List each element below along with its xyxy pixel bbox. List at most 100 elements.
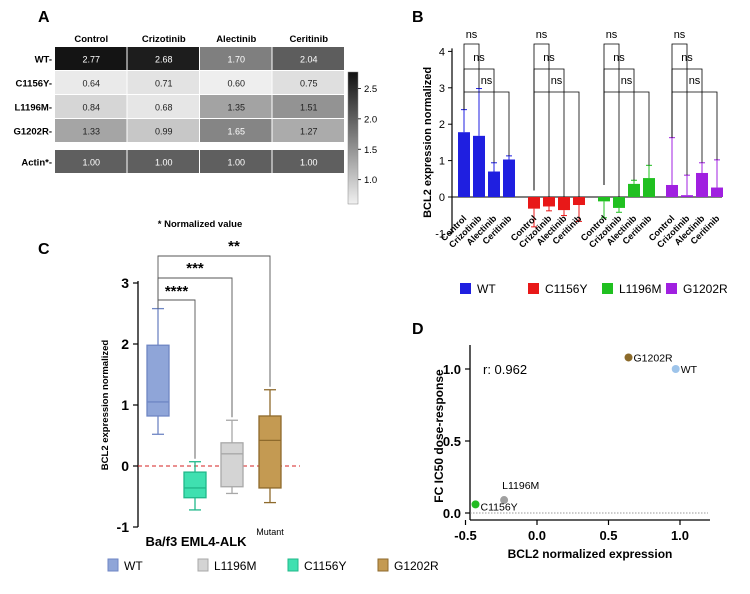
bar — [473, 135, 485, 197]
significance-label: **** — [165, 283, 189, 300]
heatmap-cell — [272, 119, 344, 142]
scatter-point — [624, 353, 633, 362]
legend-swatch — [107, 558, 119, 572]
bar — [613, 197, 625, 208]
heatmap-cell — [55, 47, 127, 70]
heatmap-value-label: 1.35 — [227, 103, 245, 113]
heatmap-value-label: 0.60 — [227, 79, 245, 89]
y-axis-title: BCL2 expression normalized — [422, 67, 434, 218]
heatmap-cell — [272, 150, 344, 173]
legend-swatch — [528, 283, 539, 294]
heatmap-cell — [272, 71, 344, 94]
legend-label: L1196M — [214, 559, 256, 573]
bar — [488, 171, 500, 197]
heatmap-value-label: 1.00 — [82, 158, 100, 168]
heatmap-value-label: 1.65 — [227, 127, 245, 137]
x-tick-label: 0.0 — [528, 528, 546, 543]
heatmap-row-label: Actin*- — [21, 158, 52, 169]
scatter-point-label: G1202R — [634, 352, 674, 364]
significance-label: ns — [543, 52, 555, 64]
y-tick-label: 1.0 — [443, 362, 461, 377]
significance-label: *** — [186, 260, 204, 277]
heatmap-value-label: 1.27 — [300, 127, 318, 137]
bar — [643, 178, 655, 197]
box — [183, 471, 207, 499]
bar — [558, 197, 570, 211]
y-tick-label: 3 — [439, 83, 445, 95]
heatmap-value-label: 2.68 — [155, 55, 173, 65]
legend-swatch — [602, 283, 613, 294]
heatmap-column-label: Crizotinib — [142, 34, 186, 45]
heatmap-cell — [127, 47, 199, 70]
heatmap-value-label: 1.00 — [155, 158, 173, 168]
y-tick-label: 0 — [439, 192, 445, 204]
panel-label-d: D — [412, 321, 424, 338]
bar — [528, 197, 540, 209]
significance-label: ns — [613, 52, 625, 64]
colorbar-tick-label: 2.5 — [364, 84, 377, 95]
bar — [681, 195, 693, 197]
significance-label: ns — [689, 75, 701, 87]
significance-bracket — [463, 91, 510, 156]
heatmap-cell — [127, 150, 199, 173]
box — [146, 344, 170, 417]
colorbar — [347, 71, 359, 205]
scatter-point-label: WT — [681, 364, 698, 376]
heatmap-cell — [127, 119, 199, 142]
heatmap-value-label: 0.64 — [82, 79, 100, 89]
scatter-point — [671, 365, 680, 373]
heatmap-value-label: 1.70 — [227, 55, 245, 65]
heatmap-cell — [200, 71, 272, 94]
heatmap-value-label: 2.04 — [300, 55, 318, 65]
heatmap-value-label: 0.75 — [300, 79, 318, 89]
y-tick-label: 2 — [439, 119, 445, 131]
legend-label: WT — [477, 282, 496, 296]
box — [258, 415, 282, 489]
bar — [543, 197, 555, 207]
heatmap-row-label: G1202R- — [13, 127, 52, 138]
legend-swatch — [287, 558, 299, 572]
heatmap-cell — [272, 95, 344, 118]
bar — [598, 197, 610, 202]
heatmap-cell — [55, 119, 127, 142]
heatmap-value-label: 0.68 — [155, 103, 173, 113]
colorbar-tick-label: 1.5 — [364, 145, 377, 156]
x-axis-title: Ba/f3 EML4-ALK — [145, 534, 247, 549]
y-tick-label: -1 — [117, 519, 130, 535]
x-tick-label: 0.5 — [599, 528, 617, 543]
heatmap-column-label: Control — [74, 34, 108, 45]
heatmap-cell — [200, 47, 272, 70]
y-tick-label: 0 — [121, 458, 129, 474]
significance-bracket — [533, 43, 550, 197]
x-axis-title: BCL2 normalized expression — [508, 547, 673, 561]
bar — [503, 159, 515, 197]
heatmap-value-label: 1.51 — [300, 103, 318, 113]
heatmap-cell — [127, 95, 199, 118]
heatmap-row-label: L1196M- — [15, 103, 53, 114]
significance-label: ns — [466, 29, 478, 41]
y-axis-title: BCL2 expression normalized — [100, 340, 111, 471]
y-axis-title: FC IC50 dose-response — [432, 369, 446, 503]
colorbar-tick-label: 1.0 — [364, 175, 377, 186]
heatmap-value-label: 0.84 — [82, 103, 100, 113]
legend-label: G1202R — [394, 559, 439, 573]
bar — [696, 172, 708, 197]
panel-label-b: B — [412, 9, 424, 26]
significance-bracket — [533, 91, 580, 197]
legend-swatch — [666, 283, 677, 294]
y-tick-label: 0.5 — [443, 434, 461, 449]
significance-bracket — [671, 91, 718, 160]
heatmap-cell — [55, 95, 127, 118]
y-tick-label: -1 — [435, 228, 445, 240]
y-tick-label: 3 — [121, 275, 129, 291]
heatmap-cell — [200, 95, 272, 118]
panel-label-c: C — [38, 241, 50, 258]
scatter-point — [471, 500, 480, 509]
scatter-point-label: C1156Y — [481, 501, 518, 513]
heatmap-cell — [55, 71, 127, 94]
y-tick-label: 0.0 — [443, 506, 461, 521]
legend-label: L1196M — [619, 282, 661, 296]
scatter-plot-panel: 0.0 0.5 1.0 -0.5 0.0 0.5 1.0 BCL2 normalized ex… — [432, 345, 710, 561]
significance-bracket — [603, 43, 620, 197]
